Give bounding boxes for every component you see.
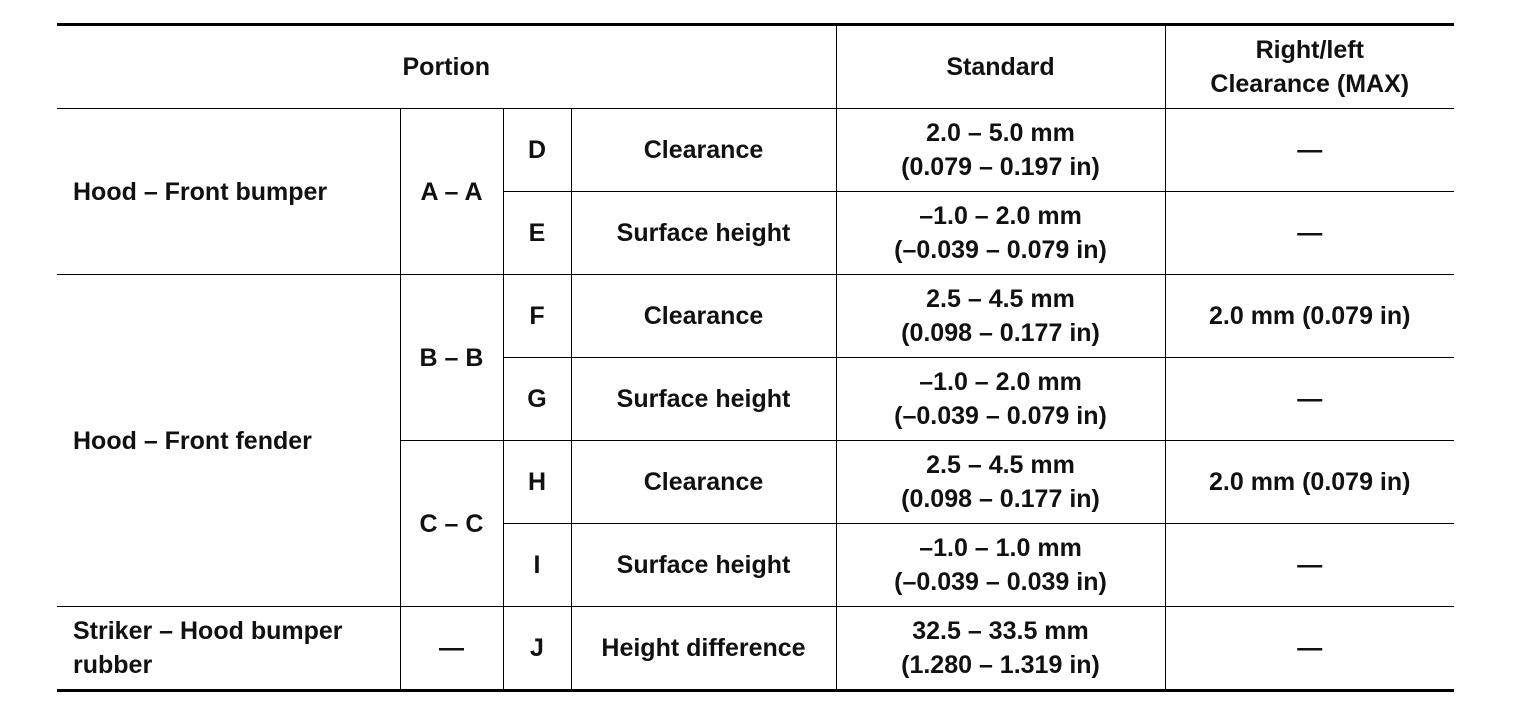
section-text: C – C (419, 509, 484, 538)
section-cell: A – A (399, 108, 504, 275)
standard-line: 2.5 – 4.5 mm (926, 285, 1075, 313)
section-text: A – A (420, 177, 483, 206)
mark-cell-text: E (528, 219, 546, 247)
header-standard: Standard (835, 24, 1166, 109)
standard-line: (0.098 – 0.177 in) (901, 485, 1100, 513)
table-row: Striker – Hood bumper rubber — J Height diff… (57, 606, 1454, 691)
standard-line: –1.0 – 1.0 mm (919, 534, 1082, 562)
item-cell-text: Surface height (616, 551, 791, 579)
section-text: B – B (419, 343, 484, 372)
standard-line: 2.0 – 5.0 mm (926, 119, 1075, 147)
max-text: 2.0 mm (0.079 in) (1209, 468, 1411, 496)
standard-cell: –1.0 – 1.0 mm (–0.039 – 0.039 in) (835, 523, 1166, 607)
standard-line: (0.098 – 0.177 in) (901, 319, 1100, 347)
section-cell: C – C (400, 440, 504, 607)
item-cell: Clearance (570, 274, 837, 358)
standard-line: (1.280 – 1.319 in) (901, 651, 1100, 679)
max-cell: — (1164, 606, 1454, 691)
item-cell: Clearance (570, 440, 837, 524)
mark-cell: E (503, 191, 572, 275)
standard-line: –1.0 – 2.0 mm (919, 202, 1082, 230)
table-row: G Surface height –1.0 – 2.0 mm (–0.039 – 0.… (57, 357, 1454, 441)
standard-line: –1.0 – 2.0 mm (919, 368, 1082, 396)
portion-line: Striker – Hood bumper (73, 617, 343, 645)
mark-cell-text: J (530, 634, 544, 662)
section-cell: — (399, 606, 504, 691)
item-cell-text: Height difference (601, 634, 806, 662)
standard-line: 2.5 – 4.5 mm (926, 451, 1075, 479)
max-text: — (1297, 219, 1323, 247)
item-cell-text: Surface height (616, 385, 791, 413)
portion-cell: Hood – Front fender (57, 274, 401, 607)
mark-cell-text: G (527, 385, 547, 413)
standard-cell: 32.5 – 33.5 mm (1.280 – 1.319 in) (835, 606, 1166, 691)
item-cell: Surface height (570, 357, 837, 441)
mark-cell-text: D (527, 136, 547, 164)
item-cell: Clearance (570, 108, 837, 192)
max-text: — (1297, 551, 1323, 579)
max-cell: — (1164, 108, 1454, 192)
mark-cell-text: F (529, 302, 545, 330)
item-cell: Height difference (570, 606, 837, 691)
mark-cell: J (502, 606, 572, 691)
standard-line: (–0.039 – 0.079 in) (894, 402, 1107, 430)
item-cell: Surface height (570, 191, 837, 275)
max-text: 2.0 mm (0.079 in) (1209, 302, 1411, 330)
header-row: Portion Standard Right/left Clearance (MA… (57, 24, 1454, 109)
mark-cell: F (502, 274, 572, 358)
mark-cell: D (502, 108, 572, 192)
max-cell: 2.0 mm (0.079 in) (1164, 274, 1454, 358)
table-row: Hood – Front fender B – B F Clearance 2.5 – … (57, 274, 1454, 607)
max-cell: 2.0 mm (0.079 in) (1164, 440, 1454, 524)
table-row: Hood – Front bumper A – A D Clearance 2.0 – … (57, 108, 1454, 275)
standard-line: (0.079 – 0.197 in) (901, 153, 1100, 181)
standard-cell: –1.0 – 2.0 mm (–0.039 – 0.079 in) (835, 191, 1166, 275)
mark-cell: I (503, 523, 572, 607)
standard-line: (–0.039 – 0.039 in) (894, 568, 1107, 596)
item-cell-text: Clearance (643, 468, 764, 496)
header-line: Clearance (MAX) (1210, 70, 1410, 98)
mark-cell-text: I (533, 551, 541, 579)
max-cell: — (1164, 191, 1454, 275)
standard-cell: –1.0 – 2.0 mm (–0.039 – 0.079 in) (835, 357, 1166, 441)
standard-cell: 2.5 – 4.5 mm (0.098 – 0.177 in) (835, 440, 1166, 524)
section-text: — (439, 634, 464, 662)
max-text: — (1297, 136, 1323, 164)
standard-cell: 2.5 – 4.5 mm (0.098 – 0.177 in) (835, 274, 1166, 358)
standard-line: 32.5 – 33.5 mm (912, 617, 1089, 645)
mark-cell: H (502, 440, 572, 524)
max-text: — (1297, 634, 1323, 662)
standard-line: (–0.039 – 0.079 in) (894, 236, 1107, 264)
portion-cell: Striker – Hood bumper rubber (57, 606, 401, 691)
portion-line: Hood – Front fender (73, 426, 312, 455)
item-cell-text: Surface height (616, 219, 791, 247)
mark-cell-text: H (527, 468, 547, 496)
portion-line: rubber (73, 651, 153, 679)
mark-cell: G (503, 357, 572, 441)
spec-table: Portion Standard Right/left Clearance (MA… (57, 23, 1454, 692)
item-cell: Surface height (570, 523, 837, 607)
portion-cell: Hood – Front bumper (57, 108, 401, 275)
max-text: — (1297, 385, 1323, 413)
item-cell-text: Clearance (643, 302, 764, 330)
header-line: Right/left (1255, 36, 1364, 64)
section-cell: B – B (399, 274, 504, 441)
standard-cell: 2.0 – 5.0 mm (0.079 – 0.197 in) (835, 108, 1166, 192)
header-max-clearance: Right/left Clearance (MAX) (1164, 24, 1454, 109)
portion-line: Hood – Front bumper (73, 177, 328, 206)
header-portion: Portion (57, 24, 837, 109)
max-cell: — (1164, 357, 1454, 441)
max-cell: — (1164, 523, 1454, 607)
table-row: I Surface height –1.0 – 1.0 mm (–0.039 – 0.… (57, 523, 1454, 607)
item-cell-text: Clearance (643, 136, 764, 164)
